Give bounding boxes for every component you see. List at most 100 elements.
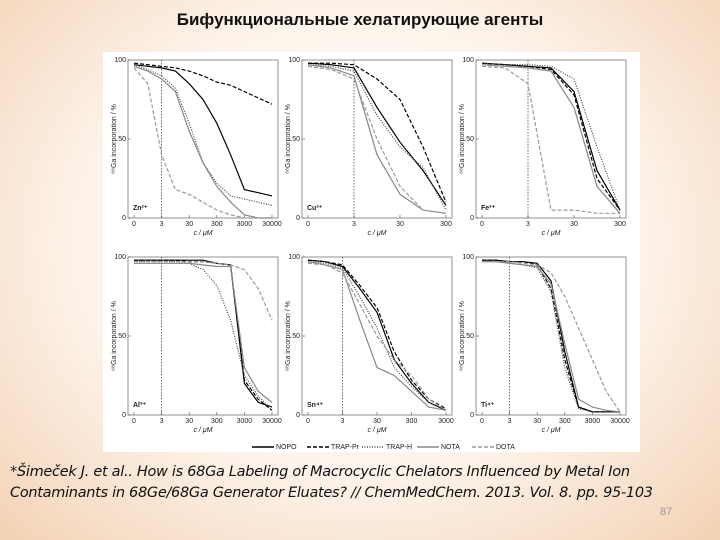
x-tick-label: 30 bbox=[185, 418, 193, 425]
x-tick-label: 3 bbox=[352, 221, 356, 228]
x-tick-label: 3000 bbox=[237, 418, 253, 425]
series-line bbox=[133, 67, 272, 219]
y-tick-label: 0 bbox=[296, 215, 300, 222]
panel-label: Cu²⁺ bbox=[307, 205, 323, 212]
y-tick-label: 50 bbox=[118, 136, 126, 143]
x-tick-label: 30000 bbox=[262, 418, 282, 425]
series-line bbox=[134, 261, 273, 411]
x-tick-label: 0 bbox=[480, 418, 484, 425]
x-tick-label: 0 bbox=[306, 221, 310, 228]
y-tick-label: 0 bbox=[470, 412, 474, 419]
x-axis-label: c / μM bbox=[541, 427, 560, 434]
y-axis-label: ⁶⁸Ga incorporation / % bbox=[285, 104, 292, 174]
panel-label: Fe³⁺ bbox=[481, 205, 496, 212]
x-axis-label: c / μM bbox=[541, 230, 560, 237]
legend-label: NOPO bbox=[276, 444, 297, 451]
x-tick-label: 300 bbox=[440, 221, 452, 228]
y-tick-label: 100 bbox=[114, 57, 126, 64]
series-line bbox=[307, 262, 447, 411]
series-line bbox=[481, 62, 621, 211]
panel-label: Zn²⁺ bbox=[133, 205, 148, 212]
x-tick-label: 3 bbox=[160, 418, 164, 425]
legend-label: TRAP-H bbox=[386, 444, 412, 451]
x-tick-label: 0 bbox=[306, 418, 310, 425]
x-tick-label: 30 bbox=[185, 221, 193, 228]
x-tick-label: 3 bbox=[508, 418, 512, 425]
page-number: 87 bbox=[660, 506, 673, 518]
x-tick-label: 3000 bbox=[438, 418, 454, 425]
series-line bbox=[481, 65, 620, 214]
x-tick-label: 30000 bbox=[262, 221, 282, 228]
x-tick-label: 3 bbox=[526, 221, 530, 228]
x-tick-label: 30 bbox=[373, 418, 381, 425]
x-tick-label: 300 bbox=[559, 418, 571, 425]
slide-title: Бифункциональные хелатирующие агенты bbox=[176, 10, 544, 29]
legend-label: DOTA bbox=[496, 444, 515, 451]
series-line bbox=[307, 259, 447, 411]
x-tick-label: 300 bbox=[614, 221, 626, 228]
series-line bbox=[307, 261, 447, 411]
series-line bbox=[307, 259, 447, 410]
y-axis-label: ⁶⁸Ga incorporation / % bbox=[459, 104, 466, 174]
x-tick-label: 3 bbox=[341, 418, 345, 425]
series-line bbox=[482, 261, 621, 413]
series-line bbox=[482, 259, 620, 413]
series-line bbox=[134, 261, 273, 321]
y-axis-label: ⁶⁸Ga incorporation / % bbox=[459, 301, 466, 371]
x-axis-label: c / μM bbox=[367, 427, 386, 434]
x-axis-label: c / μM bbox=[367, 230, 386, 237]
x-tick-label: 30000 bbox=[610, 418, 630, 425]
y-tick-label: 0 bbox=[122, 215, 126, 222]
y-axis-label: ⁶⁸Ga incorporation / % bbox=[111, 104, 118, 174]
citation: *Šimeček J. et al.. How is 68Ga Labeling… bbox=[10, 464, 653, 501]
y-tick-label: 50 bbox=[466, 333, 474, 340]
x-tick-label: 3 bbox=[160, 221, 164, 228]
x-tick-label: 0 bbox=[132, 418, 136, 425]
x-tick-label: 30 bbox=[533, 418, 541, 425]
series-line bbox=[308, 62, 447, 203]
y-tick-label: 100 bbox=[462, 57, 474, 64]
legend-label: NOTA bbox=[441, 444, 460, 451]
x-tick-label: 0 bbox=[132, 221, 136, 228]
series-line bbox=[307, 62, 447, 206]
x-tick-label: 300 bbox=[211, 221, 223, 228]
y-tick-label: 100 bbox=[462, 254, 474, 261]
y-axis-label: ⁶⁸Ga incorporation / % bbox=[285, 301, 292, 371]
figure-background bbox=[103, 52, 640, 452]
x-tick-label: 30 bbox=[396, 221, 404, 228]
x-tick-label: 3000 bbox=[237, 221, 253, 228]
y-tick-label: 50 bbox=[292, 333, 300, 340]
y-tick-label: 50 bbox=[466, 136, 474, 143]
x-axis-label: c / μM bbox=[193, 230, 212, 237]
series-line bbox=[481, 64, 621, 214]
series-line bbox=[134, 262, 273, 403]
y-tick-label: 100 bbox=[114, 254, 126, 261]
x-tick-label: 300 bbox=[406, 418, 418, 425]
series-line bbox=[133, 65, 272, 219]
x-tick-label: 300 bbox=[211, 418, 223, 425]
panel-label: Al³⁺ bbox=[133, 402, 146, 409]
y-tick-label: 0 bbox=[122, 412, 126, 419]
series-line bbox=[307, 261, 447, 411]
panel-label: Ti⁴⁺ bbox=[481, 402, 495, 409]
panel-label: Sn⁴⁺ bbox=[307, 402, 323, 409]
x-tick-label: 3000 bbox=[585, 418, 601, 425]
series-line bbox=[481, 62, 621, 211]
y-tick-label: 0 bbox=[296, 412, 300, 419]
series-line bbox=[307, 65, 447, 214]
y-tick-label: 100 bbox=[288, 57, 300, 64]
y-tick-label: 50 bbox=[118, 333, 126, 340]
series-line bbox=[134, 259, 273, 408]
x-tick-label: 30 bbox=[570, 221, 578, 228]
y-axis-label: ⁶⁸Ga incorporation / % bbox=[111, 301, 118, 371]
y-tick-label: 50 bbox=[292, 136, 300, 143]
legend-label: TRAP-Pr bbox=[331, 444, 360, 451]
x-axis-label: c / μM bbox=[193, 427, 212, 434]
series-line bbox=[307, 64, 447, 211]
x-tick-label: 0 bbox=[480, 221, 484, 228]
y-tick-label: 100 bbox=[288, 254, 300, 261]
series-line bbox=[133, 64, 273, 197]
y-tick-label: 0 bbox=[470, 215, 474, 222]
